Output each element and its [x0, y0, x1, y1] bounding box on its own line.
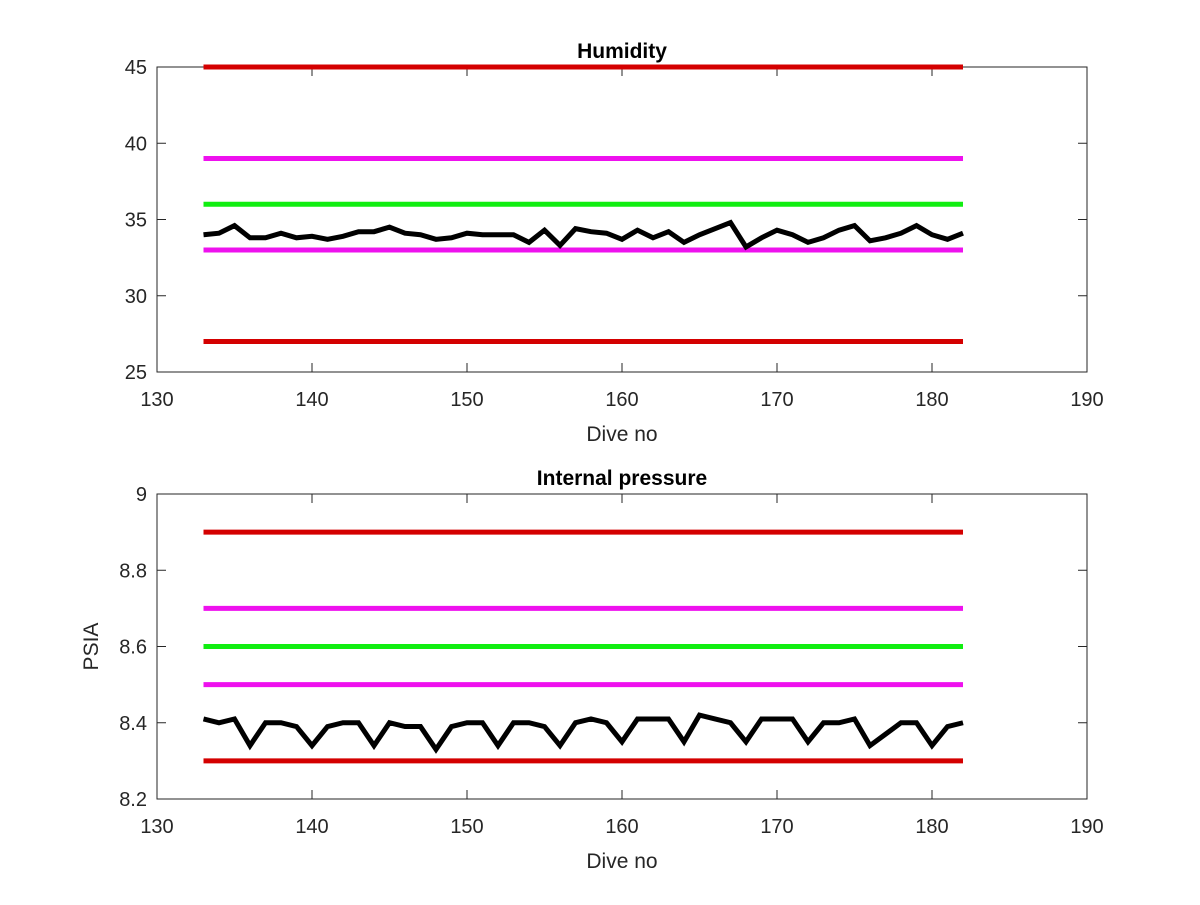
y-tick-label: 9 — [136, 484, 147, 506]
x-tick-label: 130 — [140, 816, 173, 838]
chart-title: Humidity — [577, 40, 667, 63]
y-axis-label: PSIA — [80, 623, 103, 671]
chart-title: Internal pressure — [537, 467, 707, 490]
x-tick-label: 140 — [295, 389, 328, 411]
x-tick-label: 150 — [450, 816, 483, 838]
x-tick-label: 170 — [760, 389, 793, 411]
x-tick-label: 170 — [760, 816, 793, 838]
y-tick-label: 25 — [125, 362, 147, 384]
y-tick-label: 30 — [125, 286, 147, 308]
x-tick-label: 190 — [1070, 389, 1103, 411]
plot-area-1 — [156, 66, 1088, 373]
data-series-line — [202, 712, 964, 754]
x-tick-label: 160 — [605, 389, 638, 411]
x-tick-label: 190 — [1070, 816, 1103, 838]
x-tick-label: 130 — [140, 389, 173, 411]
y-tick-label: 40 — [125, 133, 147, 155]
x-axis-label: Dive no — [586, 423, 657, 446]
x-tick-label: 160 — [605, 816, 638, 838]
x-tick-label: 180 — [915, 389, 948, 411]
x-tick-label: 150 — [450, 389, 483, 411]
y-tick-label: 8.2 — [119, 789, 147, 811]
x-tick-label: 140 — [295, 816, 328, 838]
y-tick-label: 45 — [125, 57, 147, 79]
data-series-line — [203, 219, 964, 251]
y-tick-label: 8.8 — [119, 560, 147, 582]
x-tick-label: 180 — [915, 816, 948, 838]
x-axis-label: Dive no — [586, 850, 657, 873]
y-tick-label: 35 — [125, 210, 147, 232]
y-tick-label: 8.6 — [119, 637, 147, 659]
y-tick-label: 8.4 — [119, 713, 147, 735]
